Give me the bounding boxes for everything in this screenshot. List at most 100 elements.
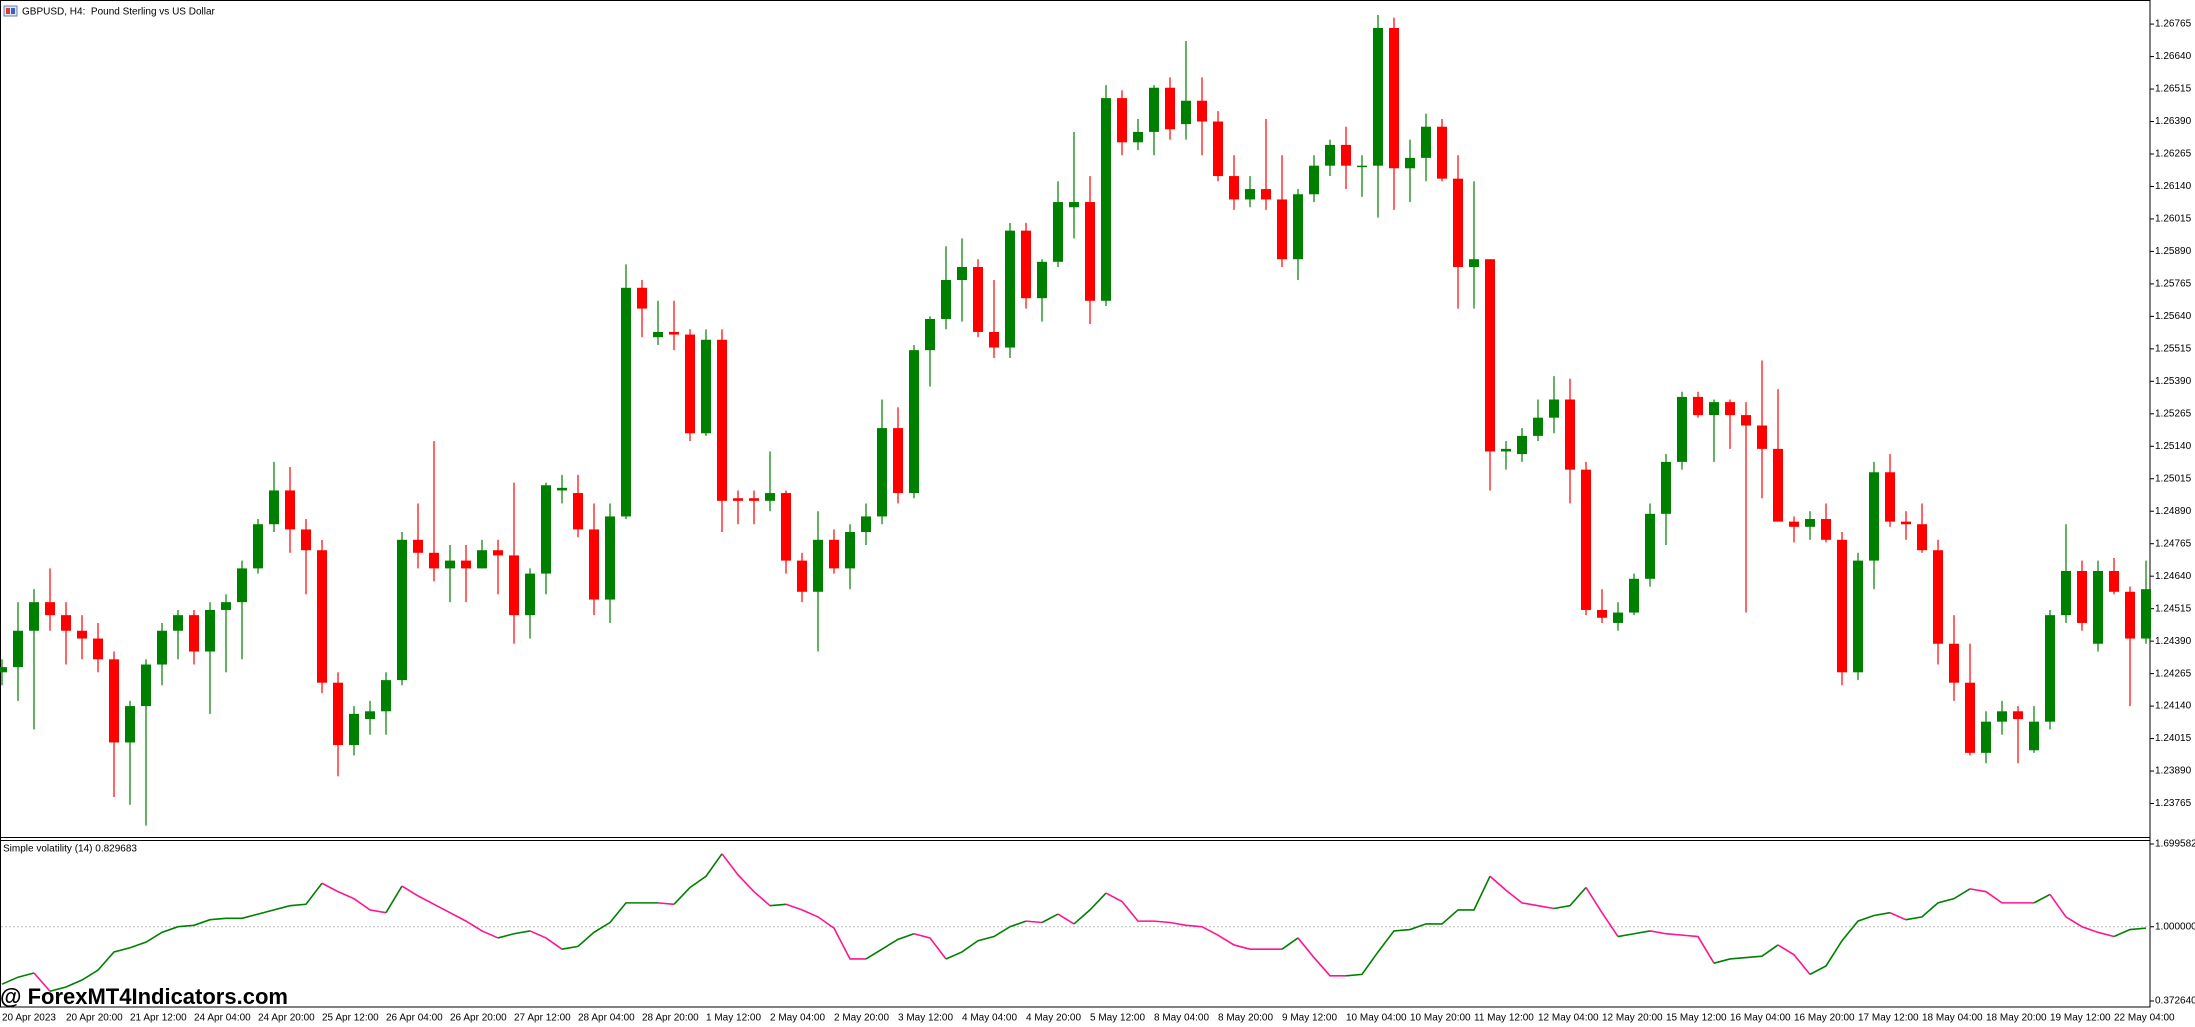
- candle-body: [813, 539, 823, 592]
- y-tick-label: 0.372640: [2155, 996, 2195, 1007]
- candle-body: [2061, 570, 2071, 616]
- candle-body: [2093, 570, 2103, 644]
- candle-body: [1373, 27, 1383, 166]
- candle-body: [413, 539, 423, 553]
- candle-body: [429, 552, 439, 569]
- indicator-line: [769, 903, 787, 907]
- candle-body: [989, 331, 999, 348]
- candle-body: [573, 493, 583, 530]
- candle-body: [365, 711, 375, 720]
- candle-body: [317, 550, 327, 683]
- candle-body: [93, 638, 103, 660]
- indicator-line: [1713, 944, 1779, 964]
- indicator-line: [1777, 944, 1811, 975]
- candle-body: [717, 339, 727, 501]
- candle-body: [1965, 682, 1975, 753]
- indicator-line: [385, 885, 403, 914]
- indicator-title: Simple volatility (14) 0.829683: [3, 844, 137, 855]
- candle-body: [1549, 399, 1559, 418]
- candle-body: [1421, 126, 1431, 158]
- x-tick-label: 1 May 12:00: [706, 1013, 761, 1024]
- indicator-line: [1041, 913, 1059, 924]
- x-tick-label: 12 May 20:00: [1602, 1013, 1663, 1024]
- x-tick-label: 20 Apr 2023: [2, 1013, 56, 1024]
- candle-body: [381, 680, 391, 712]
- candle-body: [1357, 165, 1367, 168]
- candle-body: [189, 615, 199, 652]
- y-tick-label: 1.25515: [2155, 343, 2192, 354]
- candle-body: [45, 602, 55, 616]
- x-tick-label: 9 May 12:00: [1282, 1013, 1337, 1024]
- candle-body: [941, 280, 951, 319]
- indicator-line: [1105, 892, 1282, 950]
- candle-body: [1501, 448, 1511, 452]
- y-tick-label: 1.24515: [2155, 603, 2192, 614]
- candle-body: [1149, 87, 1159, 132]
- indicator-line: [2113, 927, 2147, 938]
- indicator-line: [1649, 930, 1715, 964]
- x-tick-label: 28 Apr 04:00: [578, 1013, 635, 1024]
- y-tick-label: 1.26765: [2155, 19, 2192, 30]
- indicator-line: [33, 972, 51, 992]
- symbol-icon: [3, 5, 18, 17]
- candle-body: [733, 498, 743, 501]
- y-tick-label: 1.24640: [2155, 571, 2192, 582]
- y-tick-label: 1.26015: [2155, 214, 2192, 225]
- x-tick-label: 25 Apr 12:00: [322, 1013, 379, 1024]
- indicator-line: [945, 920, 1027, 960]
- indicator-line: [865, 932, 915, 960]
- candle-body: [845, 532, 855, 569]
- candle-body: [1757, 425, 1767, 449]
- candle-body: [637, 287, 647, 309]
- y-tick-label: 1.26140: [2155, 181, 2192, 192]
- y-tick-label: 1.25390: [2155, 376, 2192, 387]
- indicator-line: [497, 930, 531, 939]
- candle-body: [1405, 157, 1415, 169]
- y-tick-label: 1.24265: [2155, 668, 2192, 679]
- y-tick-label: 1.24140: [2155, 701, 2192, 712]
- indicator-line: [561, 902, 658, 950]
- candle-body: [1037, 261, 1047, 299]
- candle-body: [349, 713, 359, 746]
- candle-body: [1069, 202, 1079, 208]
- y-tick-label: 1.26265: [2155, 149, 2192, 160]
- x-tick-label: 26 Apr 20:00: [450, 1013, 507, 1024]
- candle-body: [1901, 521, 1911, 525]
- candle-body: [1117, 98, 1127, 143]
- candle-body: [861, 516, 871, 533]
- candle-body: [461, 560, 471, 569]
- candle-body: [1773, 448, 1783, 522]
- candle-body: [1197, 100, 1207, 122]
- x-tick-label: 22 May 04:00: [2114, 1013, 2175, 1024]
- candle-body: [605, 516, 615, 600]
- candle-body: [653, 331, 663, 338]
- candle-body: [253, 524, 263, 569]
- candle-body: [1805, 519, 1815, 527]
- y-tick-label: 1.26515: [2155, 84, 2192, 95]
- x-tick-label: 20 Apr 20:00: [66, 1013, 123, 1024]
- chart-title: GBPUSD, H4: Pound Sterling vs US Dollar: [22, 7, 216, 18]
- candle-body: [1661, 461, 1671, 514]
- indicator-line: [2033, 893, 2051, 904]
- x-tick-label: 18 May 04:00: [1922, 1013, 1983, 1024]
- candle-body: [1949, 643, 1959, 683]
- candle-body: [781, 493, 791, 561]
- x-tick-label: 21 Apr 12:00: [130, 1013, 187, 1024]
- indicator-line: [1073, 892, 1107, 925]
- candle-body: [685, 334, 695, 434]
- indicator-line: [721, 853, 771, 907]
- x-tick-label: 24 Apr 04:00: [194, 1013, 251, 1024]
- x-tick-label: 28 Apr 20:00: [642, 1013, 699, 1024]
- candle-body: [477, 550, 487, 569]
- indicator-line: [1057, 913, 1075, 925]
- candle-body: [2029, 721, 2039, 751]
- plot-frame: [0, 0, 2151, 1008]
- candle-body: [1821, 519, 1831, 540]
- candle-body: [1101, 98, 1111, 301]
- candle-body: [2045, 615, 2055, 722]
- candle-body: [1789, 521, 1799, 527]
- candle-body: [1469, 259, 1479, 268]
- candle-body: [2109, 570, 2119, 592]
- candle-body: [541, 485, 551, 574]
- y-tick-label: 1.24015: [2155, 733, 2192, 744]
